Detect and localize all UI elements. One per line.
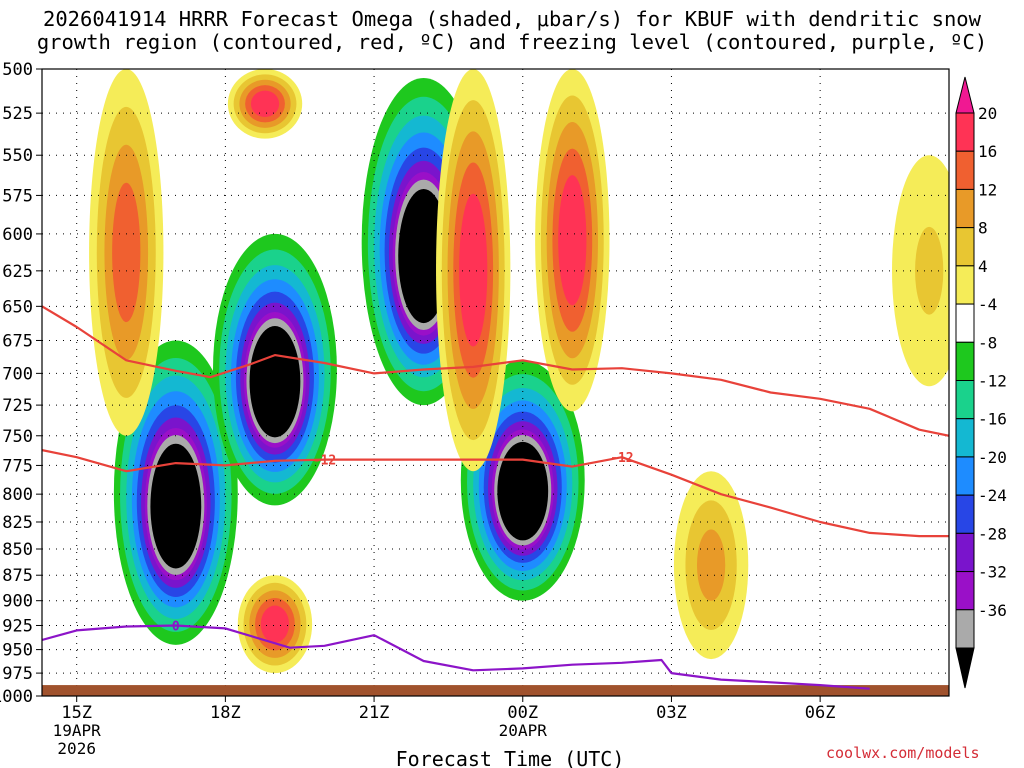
omega-region-subsidence-5 — [227, 69, 303, 139]
contour-lines: -12 -12 0 — [42, 305, 949, 690]
ground-strip — [42, 685, 949, 696]
colorbar-label: -16 — [978, 410, 1007, 429]
colorbar-segment — [955, 227, 975, 267]
omega-shading — [89, 69, 949, 674]
colorbar-max-arrow — [955, 76, 975, 114]
x-axis-title: Forecast Time (UTC) — [396, 747, 625, 768]
pressure-tick-label: 1000 — [0, 687, 33, 707]
freezing-level-contour — [42, 624, 870, 690]
omega-contour-fill — [249, 326, 301, 438]
omega-region-ascent-1 — [212, 233, 337, 506]
colorbar-min-arrow — [955, 647, 975, 689]
pressure-tick-label: 975 — [2, 664, 33, 684]
omega-colorbar: 20 16 12 8 4 -4 -8 -12 -16 -20 -24 -28 -32 -36 — [955, 76, 1007, 689]
colorbar-segment — [955, 609, 975, 649]
colorbar-label: -24 — [978, 486, 1007, 505]
colorbar-segment — [955, 380, 975, 420]
omega-region-subsidence-7 — [436, 69, 511, 472]
omega-contour-fill — [112, 182, 141, 323]
plot-frame — [41, 68, 950, 697]
pressure-tick-label: 825 — [2, 513, 33, 533]
pressure-tick-label: 500 — [2, 60, 33, 80]
pressure-tick-label: 575 — [2, 186, 33, 206]
omega-contour-fill — [915, 226, 944, 315]
pressure-tick-label: 875 — [2, 566, 33, 586]
dgz-lower-contour — [42, 449, 949, 538]
colorbar-segment — [955, 418, 975, 458]
dgz-label-left: -12 — [313, 454, 336, 469]
omega-contour-fill — [696, 529, 726, 601]
colorbar-label: -28 — [978, 524, 1007, 543]
time-tick-label: 21Z — [359, 703, 390, 723]
omega-region-subsidence-8 — [535, 69, 610, 412]
time-tick-label: 00Z — [507, 703, 538, 723]
date-label: 19APR — [53, 721, 102, 740]
colorbar-label: 12 — [978, 180, 997, 199]
pressure-tick-label: 525 — [2, 104, 33, 124]
colorbar-label: 20 — [978, 104, 997, 123]
pressure-tick-label: 650 — [2, 297, 33, 317]
pressure-tick-label: 775 — [2, 456, 33, 476]
time-tick-label: 06Z — [805, 703, 836, 723]
colorbar-segment — [955, 150, 975, 190]
dgz-label-right: -12 — [610, 451, 633, 466]
pressure-tick-label: 700 — [2, 364, 33, 384]
colorbar-segment — [955, 188, 975, 229]
pressure-tick-label: 725 — [2, 396, 33, 416]
colorbar-segment — [955, 112, 975, 152]
omega-contour-fill — [260, 605, 290, 643]
source-credit: coolwx.com/models — [826, 744, 980, 762]
colorbar-segment — [955, 303, 975, 343]
time-tick-label: 03Z — [656, 703, 687, 723]
omega-region-subsidence-4 — [89, 69, 164, 436]
colorbar-segment — [955, 265, 975, 305]
omega-contour-fill — [150, 443, 202, 569]
time-tick-label: 18Z — [210, 703, 241, 723]
colorbar-label: 16 — [978, 142, 997, 161]
chart-title-line-1: 2026041914 HRRR Forecast Omega (shaded, … — [43, 7, 981, 31]
colorbar-label: -4 — [978, 295, 997, 314]
pressure-tick-label: 675 — [2, 331, 33, 351]
pressure-tick-label: 950 — [2, 641, 33, 661]
pressure-tick-label: 925 — [2, 616, 33, 636]
omega-region-subsidence-10 — [892, 155, 949, 387]
pressure-tick-label: 750 — [2, 427, 33, 447]
dgz-upper-contour — [42, 305, 949, 437]
year-label: 2026 — [57, 739, 96, 758]
pressure-tick-label: 800 — [2, 485, 33, 505]
chart-title-line-2: growth region (contoured, red, ºC) and f… — [36, 30, 988, 54]
pressure-tick-label: 900 — [2, 592, 33, 612]
colorbar-segment — [955, 456, 975, 496]
colorbar-label: -32 — [978, 563, 1007, 582]
omega-contour-fill — [250, 90, 280, 118]
omega-contour-fill — [558, 175, 587, 306]
ground-surface — [42, 685, 949, 696]
colorbar-label: -36 — [978, 601, 1007, 620]
colorbar-segment — [955, 571, 975, 611]
colorbar-segment — [955, 341, 975, 381]
pressure-axis: 500 525 550 575 600 625 650 675 700 725 750 775 800 8… — [0, 60, 42, 707]
colorbar-label: 4 — [978, 257, 988, 276]
colorbar-label: -20 — [978, 448, 1007, 467]
omega-region-subsidence-9 — [673, 471, 749, 660]
time-tick-label: 15Z — [61, 703, 92, 723]
omega-region-subsidence-6 — [237, 575, 313, 674]
colorbar-label: -12 — [978, 372, 1007, 391]
colorbar-label: 8 — [978, 219, 988, 238]
pressure-tick-label: 850 — [2, 540, 33, 560]
pressure-tick-label: 600 — [2, 225, 33, 245]
pressure-tick-label: 550 — [2, 146, 33, 166]
omega-contour-fill — [497, 441, 549, 541]
colorbar-segment — [955, 532, 975, 573]
colorbar-segment — [955, 494, 975, 534]
pressure-tick-label: 625 — [2, 262, 33, 282]
freezing-level-label: 0 — [172, 619, 180, 634]
omega-contour-fill — [459, 193, 488, 347]
date-label: 20APR — [499, 721, 548, 740]
colorbar-label: -8 — [978, 333, 997, 352]
